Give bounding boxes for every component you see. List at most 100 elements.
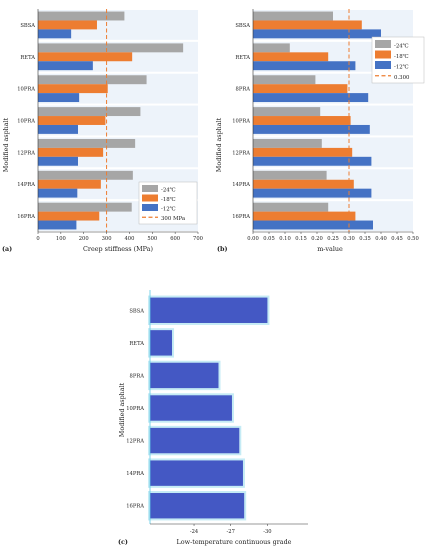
a-bar bbox=[38, 20, 97, 30]
a-bar bbox=[38, 29, 72, 39]
panel-c-y-axis-label: Modified asphalt bbox=[118, 382, 126, 437]
a-bar bbox=[38, 170, 133, 180]
a-bar bbox=[38, 11, 125, 21]
panel-c-x-ticks: -24 -27 -30 bbox=[190, 524, 272, 535]
a-legend-swatch bbox=[142, 194, 158, 202]
c-bar bbox=[150, 297, 268, 323]
a-tick-label: 600 bbox=[170, 236, 180, 242]
a-legend-ref-label: 300 MPa bbox=[161, 216, 186, 222]
a-bar bbox=[38, 107, 141, 117]
panel-c: -24 -27 -30 SBSA RETA 8PRA 10PRA 12PRA 14PRA 16P… bbox=[118, 290, 308, 546]
a-bar bbox=[38, 61, 93, 71]
b-tick-label: 0.30 bbox=[343, 236, 355, 242]
c-category-label: 8PRA bbox=[130, 373, 145, 379]
panel-b-x-axis-label: m-value bbox=[317, 245, 343, 253]
b-bar bbox=[253, 211, 356, 221]
a-bar bbox=[38, 211, 100, 221]
b-bar bbox=[253, 202, 329, 212]
c-bar bbox=[150, 362, 219, 389]
b-legend-swatch bbox=[375, 61, 391, 69]
b-bar bbox=[253, 43, 290, 53]
c-category-label: RETA bbox=[129, 341, 144, 347]
b-category-label: SBSA bbox=[235, 23, 250, 29]
panel-b-categories: SBSA RETA 8PRA 10PRA 12PRA 14PRA 16PRA bbox=[232, 23, 250, 220]
b-bar bbox=[253, 52, 329, 62]
b-bar bbox=[253, 170, 327, 180]
a-bar bbox=[38, 138, 136, 148]
panel-a-y-axis-label: Modified asphalt bbox=[2, 117, 10, 172]
panel-b-bars bbox=[252, 9, 413, 233]
a-legend-label: -24℃ bbox=[161, 187, 176, 193]
b-legend-label: -24℃ bbox=[394, 43, 409, 49]
a-tick-label: 200 bbox=[79, 236, 89, 242]
panel-b-legend: -24℃ -18℃ -12℃ 0.300 bbox=[371, 36, 425, 84]
a-tick-label: 100 bbox=[56, 236, 66, 242]
panel-b: 0.00 0.05 0.10 0.15 0.20 0.25 0.30 0.35 0.40 0.45… bbox=[215, 9, 425, 253]
a-legend-swatch bbox=[142, 204, 158, 211]
a-category-label: 16PRA bbox=[17, 214, 35, 220]
a-category-label: 14PRA bbox=[17, 182, 35, 188]
b-tick-label: 0.45 bbox=[391, 236, 403, 242]
c-category-label: 14PRA bbox=[126, 471, 144, 477]
a-bar bbox=[38, 75, 147, 85]
a-bar bbox=[38, 43, 184, 53]
b-tick-label: 0.25 bbox=[327, 236, 339, 242]
panel-b-x-ticks: 0.00 0.05 0.10 0.15 0.20 0.25 0.30 0.35 0.40 0.45… bbox=[247, 232, 419, 242]
b-bar bbox=[253, 138, 322, 148]
a-legend-label: -18℃ bbox=[161, 197, 176, 203]
b-bar bbox=[253, 93, 369, 103]
panel-c-label: (c) bbox=[118, 538, 128, 546]
a-bar bbox=[38, 124, 78, 134]
a-tick-label: 300 bbox=[102, 236, 112, 242]
b-category-label: 10PRA bbox=[232, 119, 250, 125]
a-bar bbox=[38, 147, 104, 157]
b-bar bbox=[253, 11, 333, 21]
b-bar bbox=[253, 156, 372, 166]
a-tick-label: 700 bbox=[193, 236, 203, 242]
a-bar bbox=[38, 93, 80, 103]
b-category-label: 12PRA bbox=[232, 150, 250, 156]
panel-a: 0 100 200 300 400 500 600 700 SBSA RETA 10PRA 10PR… bbox=[2, 9, 203, 253]
b-tick-label: 0.15 bbox=[295, 236, 307, 242]
a-legend-swatch bbox=[142, 185, 158, 192]
c-bar bbox=[150, 395, 232, 421]
panel-a-legend: -24℃ -18℃ -12℃ 300 MPa bbox=[138, 181, 198, 225]
b-bar bbox=[253, 75, 316, 85]
a-bar bbox=[38, 156, 78, 166]
b-bar bbox=[253, 61, 356, 71]
b-category-label: 14PRA bbox=[232, 182, 250, 188]
panel-a-x-axis-label: Creep stiffness (MPa) bbox=[83, 245, 153, 253]
c-bar bbox=[150, 427, 240, 454]
a-category-label: SBSA bbox=[20, 23, 35, 29]
c-bar bbox=[150, 493, 245, 519]
a-tick-label: 400 bbox=[124, 236, 134, 242]
a-category-label: RETA bbox=[20, 55, 35, 61]
panel-b-y-axis-label: Modified asphalt bbox=[215, 117, 223, 172]
b-tick-label: 0.40 bbox=[375, 236, 387, 242]
a-bar bbox=[38, 202, 132, 212]
c-category-label: SBSA bbox=[129, 308, 144, 314]
b-bar bbox=[253, 220, 373, 230]
c-tick-label: -30 bbox=[263, 529, 271, 535]
b-bar bbox=[253, 107, 321, 117]
b-category-label: RETA bbox=[235, 55, 250, 61]
b-bar bbox=[253, 29, 381, 39]
panel-a-label: (a) bbox=[2, 245, 12, 253]
b-tick-label: 0.20 bbox=[311, 236, 323, 242]
a-bar bbox=[38, 179, 101, 189]
a-bar bbox=[38, 116, 106, 125]
b-bar bbox=[253, 188, 372, 198]
b-tick-label: 0.00 bbox=[247, 236, 259, 242]
a-category-label: 12PRA bbox=[17, 150, 35, 156]
panel-c-x-axis-label: Low-temperature continuous grade bbox=[177, 538, 292, 546]
c-tick-label: -27 bbox=[227, 529, 235, 535]
panel-a-categories: SBSA RETA 10PRA 10PRA 12PRA 14PRA 16PRA bbox=[17, 23, 35, 220]
c-tick-label: -24 bbox=[190, 529, 199, 535]
c-bar bbox=[150, 460, 243, 486]
b-tick-label: 0.10 bbox=[279, 236, 291, 242]
c-category-label: 12PRA bbox=[126, 439, 144, 445]
b-legend-label: -18℃ bbox=[394, 54, 409, 60]
b-bar bbox=[253, 147, 353, 157]
b-bar bbox=[253, 116, 351, 125]
panel-c-bars bbox=[148, 290, 308, 525]
